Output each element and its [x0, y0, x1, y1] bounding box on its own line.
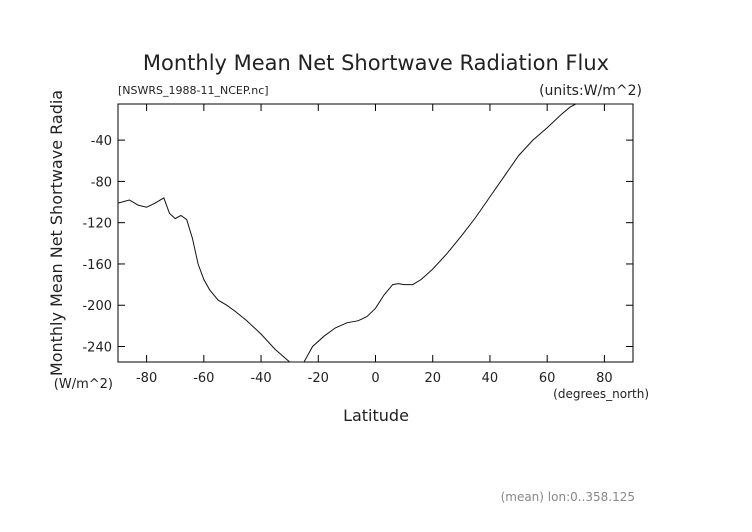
y-tick-label: -240: [82, 341, 112, 356]
y-axis-label: Monthly Mean Net Shortwave Radia: [47, 90, 66, 376]
x-tick-label: 0: [371, 371, 379, 386]
x-tick-label: -60: [193, 371, 214, 386]
y-axis-ticks: -240 -200 -160 -120 -80 -40: [82, 134, 633, 356]
y-tick-label: -200: [82, 299, 112, 314]
x-axis-label: Latitude: [343, 406, 409, 425]
y-tick-label: -120: [82, 217, 112, 232]
y-tick-label: -80: [91, 175, 112, 190]
x-tick-label: 40: [482, 371, 499, 386]
y-tick-label: -40: [91, 134, 112, 149]
x-axis-units: (degrees_north): [553, 387, 649, 401]
x-tick-label: -40: [250, 371, 271, 386]
y-axis-units: (W/m^2): [54, 377, 113, 392]
plot-frame: [117, 103, 634, 363]
units-label: (units:W/m^2): [539, 83, 642, 99]
series-line: [117, 103, 633, 363]
y-tick-label: -160: [82, 258, 112, 273]
chart-subtitle: [NSWRS_1988-11_NCEP.nc]: [118, 84, 269, 97]
x-tick-label: -20: [308, 371, 329, 386]
x-tick-label: 20: [424, 371, 441, 386]
x-tick-label: 60: [539, 371, 556, 386]
x-tick-label: -80: [136, 371, 157, 386]
chart-title: Monthly Mean Net Shortwave Radiation Flu…: [143, 51, 609, 75]
footnote: (mean) lon:0..358.125: [501, 490, 635, 504]
x-tick-label: 80: [596, 371, 613, 386]
x-axis-ticks: -80 -60 -40 -20 0 20 40 60 80: [136, 104, 613, 386]
